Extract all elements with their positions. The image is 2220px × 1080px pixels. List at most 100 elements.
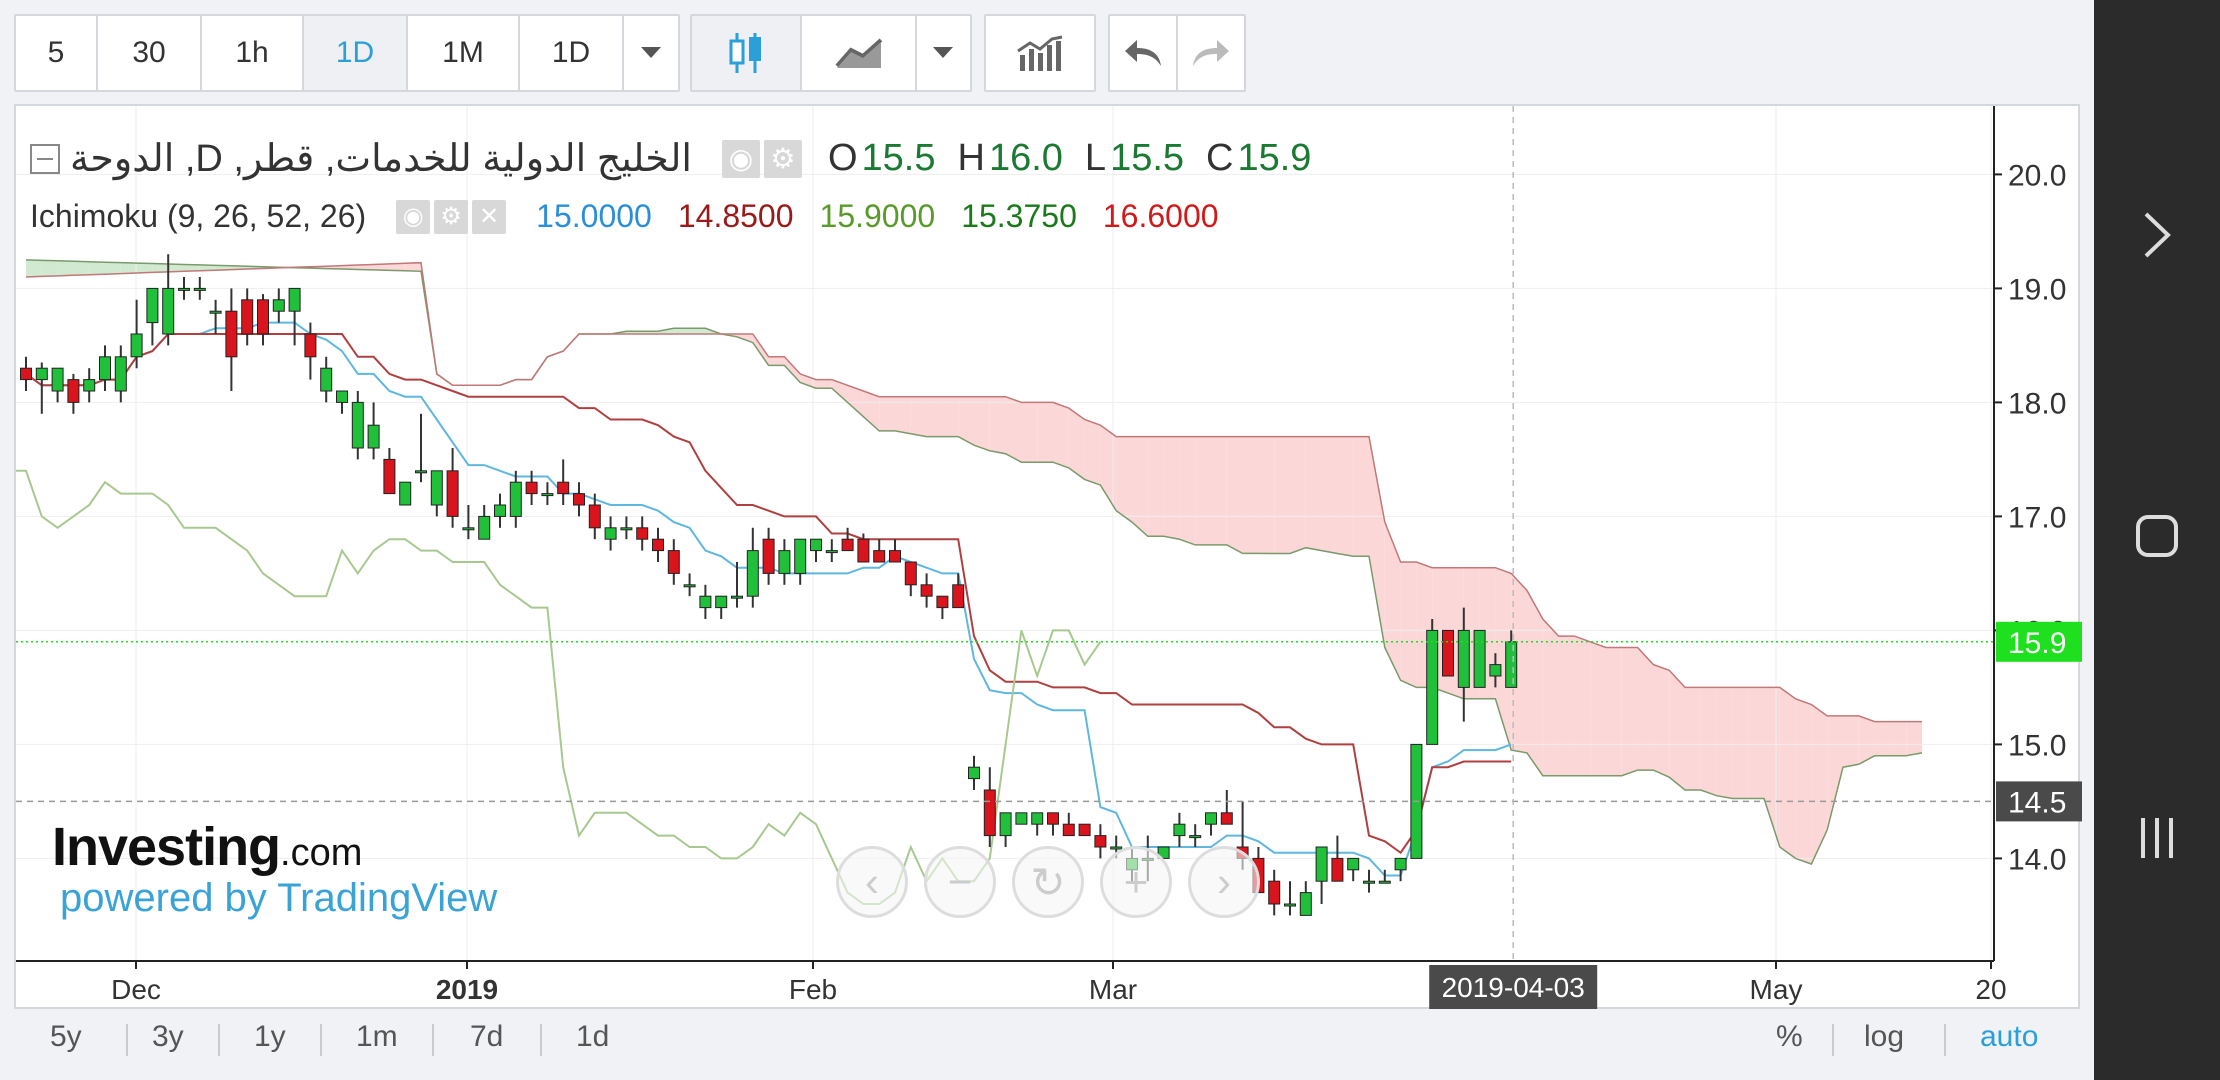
- cloud-segment: [57, 260, 74, 276]
- interval-dropdown-button[interactable]: [624, 16, 678, 90]
- cloud-segment: [847, 385, 864, 417]
- candle-body: [794, 538, 807, 574]
- candle-body: [415, 470, 427, 474]
- high-value: 16.0: [988, 137, 1063, 179]
- recents-nav-button[interactable]: [2094, 816, 2220, 865]
- candle-body: [114, 356, 127, 392]
- cloud-segment: [768, 356, 785, 366]
- interval-custom-button[interactable]: 1D: [520, 16, 624, 90]
- time-tick-label: May: [1750, 974, 1803, 1005]
- zoom-in-icon: +: [1123, 858, 1149, 905]
- candle-body: [1394, 857, 1407, 871]
- undo-button[interactable]: [1110, 16, 1178, 90]
- interval-1d-button[interactable]: 1D: [304, 16, 408, 90]
- chart-area[interactable]: 20.0 19.0 18.0 17.0 16.0 15.0 14.0 15.9 14.5 Dec 2…: [14, 104, 2082, 1011]
- settings-icon[interactable]: ⚙: [763, 139, 802, 178]
- indicators-button[interactable]: [986, 16, 1094, 90]
- range-divider: [1944, 1024, 1946, 1056]
- close-icon[interactable]: ✕: [472, 199, 507, 234]
- crosshair-price-label: 14.5: [2008, 786, 2066, 819]
- price-chart[interactable]: 20.0 19.0 18.0 17.0 16.0 15.0 14.0 15.9 14.5 Dec 2…: [16, 106, 2082, 1011]
- candle-body: [1315, 846, 1328, 882]
- cloud-segment: [105, 262, 121, 275]
- interval-30-button[interactable]: 30: [98, 16, 202, 90]
- range-divider: [1832, 1024, 1834, 1056]
- last-price-badge: [1996, 621, 2082, 662]
- eye-icon[interactable]: ◉: [721, 139, 760, 178]
- candle: [794, 538, 807, 585]
- range-3y[interactable]: 3y: [152, 1020, 184, 1053]
- candle-body: [904, 561, 917, 586]
- candle-body: [178, 287, 190, 291]
- cloud-segment: [1858, 715, 1875, 765]
- candle: [193, 277, 206, 300]
- candle: [1331, 835, 1344, 882]
- candle-body: [1457, 629, 1470, 688]
- cloud-segment: [752, 334, 769, 366]
- home-nav-button[interactable]: [2094, 514, 2220, 563]
- candle: [1347, 857, 1360, 882]
- candle: [541, 482, 554, 505]
- chevron-down-icon: [641, 47, 661, 59]
- candle-body: [336, 390, 348, 403]
- range-5y[interactable]: 5y: [50, 1020, 82, 1053]
- cloud-segment: [1574, 636, 1591, 776]
- candle-body: [1220, 812, 1233, 825]
- scroll-left-button[interactable]: ‹: [836, 846, 908, 918]
- range-1d[interactable]: 1d: [576, 1020, 610, 1053]
- interval-5-button[interactable]: 5: [16, 16, 98, 90]
- log-toggle[interactable]: log: [1864, 1020, 1905, 1053]
- eye-icon[interactable]: ◉: [396, 199, 431, 234]
- candle: [462, 505, 475, 540]
- cloud-segment: [1116, 436, 1132, 523]
- forward-nav-button[interactable]: [2094, 210, 2220, 265]
- range-1m[interactable]: 1m: [356, 1020, 398, 1053]
- candle-body: [920, 584, 933, 597]
- ichimoku-lines: [16, 259, 1923, 905]
- cloud-segment: [1779, 687, 1796, 859]
- cloud-segment: [1748, 687, 1764, 799]
- candle-body: [968, 766, 980, 780]
- range-divider: [540, 1024, 542, 1056]
- style-dropdown-button[interactable]: [916, 16, 970, 90]
- candle: [731, 562, 743, 608]
- range-7d[interactable]: 7d: [470, 1020, 504, 1053]
- cloud-segment: [1321, 436, 1338, 554]
- cloud-segment: [1147, 436, 1164, 537]
- price-tick-label: 17.0: [2008, 501, 2066, 534]
- time-tick-label: Mar: [1089, 974, 1137, 1005]
- candle: [272, 288, 285, 323]
- candles-button[interactable]: [692, 16, 803, 90]
- candle: [1457, 607, 1470, 722]
- cloud-segment: [1906, 721, 1922, 756]
- low-value: 15.5: [1110, 137, 1185, 179]
- cloud-segment: [673, 328, 690, 334]
- candle-body: [731, 595, 743, 599]
- candle-body: [509, 481, 522, 517]
- line-style-button[interactable]: [802, 16, 917, 90]
- range-1y[interactable]: 1y: [254, 1020, 286, 1053]
- settings-icon[interactable]: ⚙: [434, 199, 469, 234]
- zoom-in-button[interactable]: +: [1100, 846, 1172, 918]
- candle-body: [557, 481, 570, 495]
- cloud-segment: [1100, 425, 1117, 511]
- time-tick-label: Dec: [111, 974, 161, 1005]
- candle: [778, 539, 791, 585]
- candle: [288, 287, 301, 346]
- interval-1h-button[interactable]: 1h: [202, 16, 304, 90]
- redo-button[interactable]: [1178, 16, 1244, 90]
- percent-toggle[interactable]: %: [1776, 1020, 1803, 1053]
- reset-button[interactable]: ↻: [1012, 846, 1084, 918]
- price-tick-label: 15.0: [2008, 729, 2066, 762]
- interval-1m-button[interactable]: 1M: [408, 16, 520, 90]
- scroll-right-button[interactable]: ›: [1188, 846, 1260, 918]
- auto-toggle[interactable]: auto: [1980, 1020, 2039, 1053]
- cloud-segment: [136, 263, 153, 274]
- candle-body: [1205, 812, 1217, 825]
- cloud-segment: [1795, 698, 1812, 865]
- candle-body: [1031, 812, 1044, 825]
- zoom-out-button[interactable]: −: [924, 846, 996, 918]
- candle-body: [1378, 880, 1391, 884]
- collapse-legend-icon[interactable]: [30, 143, 60, 174]
- line-chart-icon: [835, 38, 883, 68]
